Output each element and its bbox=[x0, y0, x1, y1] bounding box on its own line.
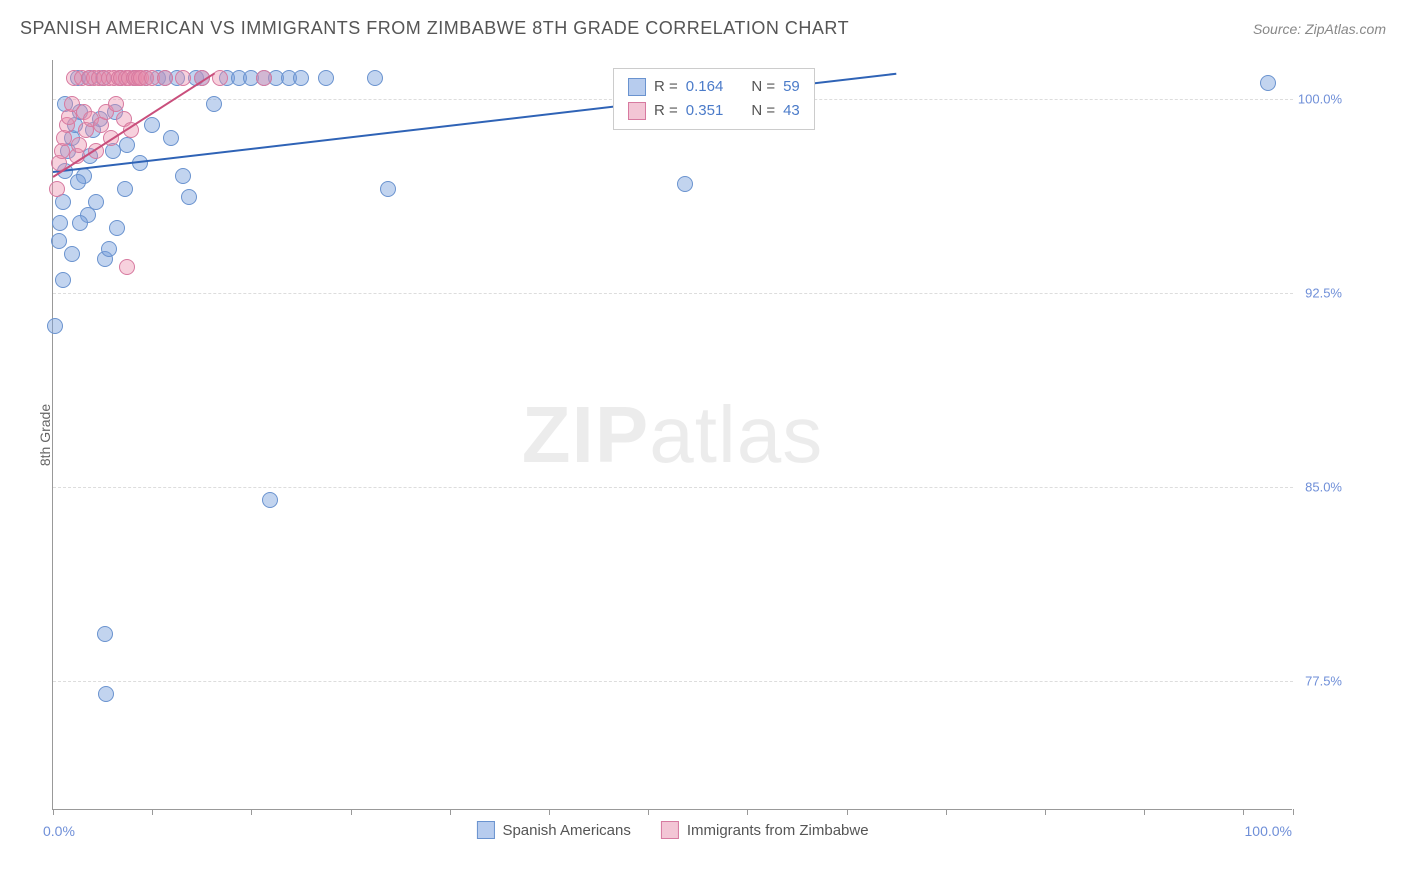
x-tick bbox=[53, 809, 54, 815]
stats-row: R = 0.351 N = 43 bbox=[628, 99, 800, 123]
stat-n-value: 59 bbox=[783, 75, 800, 99]
stat-n-label: N = bbox=[751, 99, 775, 123]
scatter-plot: ZIPatlas 77.5%85.0%92.5%100.0%0.0%100.0%… bbox=[52, 60, 1292, 810]
scatter-point bbox=[175, 168, 191, 184]
scatter-point bbox=[88, 194, 104, 210]
y-tick-label: 100.0% bbox=[1294, 91, 1342, 106]
x-tick bbox=[1045, 809, 1046, 815]
chart-source: Source: ZipAtlas.com bbox=[1253, 21, 1386, 37]
scatter-point bbox=[175, 70, 191, 86]
x-tick bbox=[450, 809, 451, 815]
chart-title: SPANISH AMERICAN VS IMMIGRANTS FROM ZIMB… bbox=[20, 18, 849, 39]
y-tick-label: 77.5% bbox=[1294, 673, 1342, 688]
scatter-point bbox=[119, 137, 135, 153]
x-tick-label-min: 0.0% bbox=[43, 823, 75, 839]
scatter-point bbox=[101, 241, 117, 257]
scatter-point bbox=[1260, 75, 1276, 91]
scatter-point bbox=[206, 96, 222, 112]
scatter-point bbox=[117, 181, 133, 197]
stat-r-label: R = bbox=[654, 99, 678, 123]
watermark-atlas: atlas bbox=[649, 390, 823, 479]
x-tick bbox=[152, 809, 153, 815]
x-tick bbox=[1144, 809, 1145, 815]
x-tick-label-max: 100.0% bbox=[1245, 823, 1292, 839]
x-tick bbox=[1243, 809, 1244, 815]
x-tick bbox=[847, 809, 848, 815]
scatter-point bbox=[212, 70, 228, 86]
legend-swatch bbox=[476, 821, 494, 839]
scatter-point bbox=[97, 626, 113, 642]
gridline bbox=[53, 681, 1293, 682]
legend-label: Immigrants from Zimbabwe bbox=[687, 822, 869, 839]
scatter-point bbox=[109, 220, 125, 236]
scatter-point bbox=[318, 70, 334, 86]
scatter-point bbox=[262, 492, 278, 508]
scatter-point bbox=[51, 233, 67, 249]
x-tick bbox=[1293, 809, 1294, 815]
stat-n-label: N = bbox=[751, 75, 775, 99]
chart-header: SPANISH AMERICAN VS IMMIGRANTS FROM ZIMB… bbox=[0, 0, 1406, 49]
y-axis-label: 8th Grade bbox=[37, 404, 53, 466]
scatter-point bbox=[55, 272, 71, 288]
scatter-point bbox=[72, 215, 88, 231]
legend-swatch bbox=[628, 78, 646, 96]
legend-label: Spanish Americans bbox=[502, 822, 630, 839]
stat-r-value: 0.351 bbox=[686, 99, 724, 123]
legend-item: Spanish Americans bbox=[476, 821, 630, 839]
scatter-point bbox=[108, 96, 124, 112]
scatter-point bbox=[677, 176, 693, 192]
scatter-point bbox=[98, 686, 114, 702]
y-tick-label: 85.0% bbox=[1294, 479, 1342, 494]
scatter-point bbox=[52, 215, 68, 231]
stats-box: R = 0.164 N = 59 R = 0.351 N = 43 bbox=[613, 68, 815, 130]
scatter-point bbox=[71, 137, 87, 153]
x-tick bbox=[251, 809, 252, 815]
scatter-point bbox=[70, 174, 86, 190]
stat-n-value: 43 bbox=[783, 99, 800, 123]
scatter-point bbox=[49, 181, 65, 197]
gridline bbox=[53, 293, 1293, 294]
x-tick bbox=[946, 809, 947, 815]
stat-r-value: 0.164 bbox=[686, 75, 724, 99]
stat-r-label: R = bbox=[654, 75, 678, 99]
scatter-point bbox=[163, 130, 179, 146]
scatter-point bbox=[144, 117, 160, 133]
legend-swatch bbox=[661, 821, 679, 839]
x-tick bbox=[351, 809, 352, 815]
scatter-point bbox=[119, 259, 135, 275]
bottom-legend: Spanish Americans Immigrants from Zimbabw… bbox=[476, 821, 868, 839]
legend-swatch bbox=[628, 102, 646, 120]
x-tick bbox=[747, 809, 748, 815]
watermark-zip: ZIP bbox=[522, 390, 649, 479]
gridline bbox=[53, 487, 1293, 488]
chart-area: 8th Grade ZIPatlas 77.5%85.0%92.5%100.0%… bbox=[52, 60, 1342, 810]
scatter-point bbox=[64, 246, 80, 262]
watermark: ZIPatlas bbox=[522, 389, 823, 481]
scatter-point bbox=[367, 70, 383, 86]
scatter-point bbox=[157, 70, 173, 86]
scatter-point bbox=[293, 70, 309, 86]
x-tick bbox=[648, 809, 649, 815]
scatter-point bbox=[181, 189, 197, 205]
scatter-point bbox=[47, 318, 63, 334]
legend-item: Immigrants from Zimbabwe bbox=[661, 821, 869, 839]
scatter-point bbox=[256, 70, 272, 86]
scatter-point bbox=[380, 181, 396, 197]
x-tick bbox=[549, 809, 550, 815]
stats-row: R = 0.164 N = 59 bbox=[628, 75, 800, 99]
y-tick-label: 92.5% bbox=[1294, 285, 1342, 300]
